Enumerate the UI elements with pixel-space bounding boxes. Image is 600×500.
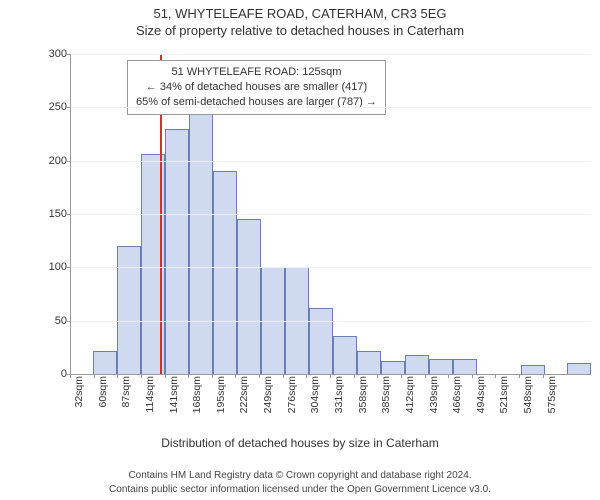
y-tick-mark	[67, 321, 71, 322]
chart-subtitle: Size of property relative to detached ho…	[0, 21, 600, 38]
x-tick-label: 114sqm	[144, 376, 156, 413]
x-tick-label: 304sqm	[309, 376, 321, 413]
histogram-bar	[213, 171, 237, 374]
x-tick-mark	[235, 374, 236, 378]
x-tick-label: 141sqm	[168, 376, 180, 413]
histogram-bar	[189, 111, 213, 374]
histogram-bar	[453, 359, 477, 374]
x-tick-label: 575sqm	[546, 376, 558, 413]
gridline-h	[71, 107, 591, 108]
gridline-h	[71, 54, 591, 55]
footer-line1: Contains HM Land Registry data © Crown c…	[0, 469, 600, 483]
gridline-h	[71, 267, 591, 268]
gridline-h	[71, 214, 591, 215]
x-tick-label: 439sqm	[428, 376, 440, 413]
x-tick-label: 331sqm	[333, 376, 345, 413]
histogram-bar	[237, 219, 261, 374]
x-tick-mark	[354, 374, 355, 378]
x-tick-label: 358sqm	[357, 376, 369, 413]
x-tick-label: 60sqm	[97, 376, 109, 408]
x-tick-group: 32sqm 60sqm 87sqm 114sqm 141sqm 168sqm 195sqm 2…	[70, 374, 590, 434]
histogram-bar	[429, 359, 453, 374]
gridline-h	[71, 161, 591, 162]
x-tick-mark	[259, 374, 260, 378]
y-tick-label: 300	[41, 48, 67, 60]
x-tick-label: 87sqm	[120, 376, 132, 408]
y-tick-mark	[67, 214, 71, 215]
x-tick-mark	[117, 374, 118, 378]
histogram-bar	[309, 308, 333, 374]
x-tick-label: 466sqm	[451, 376, 463, 413]
y-tick-label: 150	[41, 208, 67, 220]
y-tick-mark	[67, 54, 71, 55]
y-tick-mark	[67, 107, 71, 108]
x-tick-label: 385sqm	[380, 376, 392, 413]
x-tick-mark	[448, 374, 449, 378]
histogram-bar	[567, 363, 591, 374]
histogram-bar	[381, 361, 405, 374]
x-tick-label: 168sqm	[191, 376, 203, 413]
y-tick-label: 200	[41, 155, 67, 167]
histogram-bar	[333, 336, 357, 374]
y-tick-label: 100	[41, 261, 67, 273]
histogram-bar	[357, 351, 381, 374]
histogram-bar	[93, 351, 117, 374]
x-tick-label: 548sqm	[522, 376, 534, 413]
x-tick-mark	[495, 374, 496, 378]
x-tick-label: 521sqm	[498, 376, 510, 413]
x-tick-mark	[543, 374, 544, 378]
footer-line2: Contains public sector information licen…	[0, 483, 600, 497]
x-tick-label: 276sqm	[286, 376, 298, 413]
histogram-bar	[405, 355, 429, 374]
y-tick-label: 0	[41, 368, 67, 380]
x-tick-mark	[401, 374, 402, 378]
x-tick-mark	[212, 374, 213, 378]
x-tick-mark	[283, 374, 284, 378]
x-tick-label: 32sqm	[73, 376, 85, 408]
x-tick-label: 412sqm	[404, 376, 416, 413]
footer-attribution: Contains HM Land Registry data © Crown c…	[0, 469, 600, 496]
x-tick-label: 494sqm	[475, 376, 487, 413]
x-tick-mark	[519, 374, 520, 378]
x-axis-label: Distribution of detached houses by size …	[0, 436, 600, 450]
x-tick-label: 222sqm	[238, 376, 250, 413]
x-tick-mark	[94, 374, 95, 378]
y-tick-label: 250	[41, 101, 67, 113]
x-tick-mark	[472, 374, 473, 378]
histogram-bar	[521, 365, 545, 374]
page-title: 51, WHYTELEAFE ROAD, CATERHAM, CR3 5EG	[0, 0, 600, 21]
y-tick-mark	[67, 267, 71, 268]
x-tick-mark	[425, 374, 426, 378]
chart-area: Number of detached properties 51 WHYTELE…	[30, 54, 590, 424]
annotation-line2: ← 34% of detached houses are smaller (41…	[136, 80, 377, 95]
annotation-line1: 51 WHYTELEAFE ROAD: 125sqm	[136, 65, 377, 80]
histogram-bar	[117, 246, 141, 374]
chart-container: 51, WHYTELEAFE ROAD, CATERHAM, CR3 5EG S…	[0, 0, 600, 500]
x-tick-mark	[306, 374, 307, 378]
x-tick-mark	[70, 374, 71, 378]
x-tick-label: 249sqm	[262, 376, 274, 413]
x-tick-label: 195sqm	[215, 376, 227, 413]
y-tick-label: 50	[41, 315, 67, 327]
x-tick-mark	[188, 374, 189, 378]
x-tick-mark	[377, 374, 378, 378]
x-tick-mark	[330, 374, 331, 378]
y-tick-mark	[67, 161, 71, 162]
histogram-bar	[165, 129, 189, 374]
gridline-h	[71, 321, 591, 322]
x-tick-mark	[141, 374, 142, 378]
x-tick-mark	[165, 374, 166, 378]
plot-area: 51 WHYTELEAFE ROAD: 125sqm ← 34% of deta…	[70, 54, 591, 375]
